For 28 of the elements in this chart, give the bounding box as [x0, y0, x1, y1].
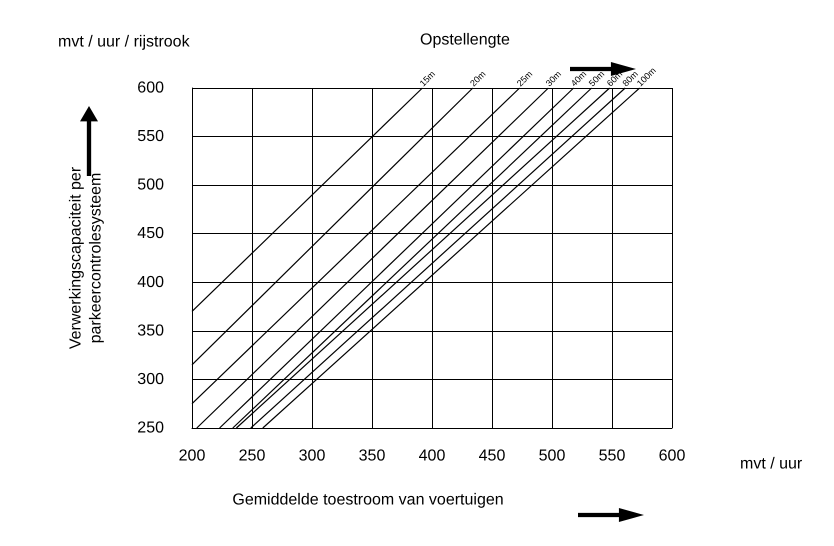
y-tick-label: 550: [137, 128, 164, 146]
x-tick-label: 200: [178, 448, 206, 464]
text: 30m: [544, 68, 564, 88]
text: 15m: [418, 68, 438, 88]
y-tick-label: 250: [137, 420, 164, 436]
x-axis-title: Gemiddelde toestroom van voertuigen: [232, 492, 504, 508]
y-axis-title: Verwerkingscapaciteit per parkeercontrolesysteem: [68, 166, 104, 350]
x-tick-label: 500: [538, 448, 566, 464]
y-tick-label: 600: [137, 80, 164, 96]
x-tick-label: 250: [238, 448, 266, 464]
y-tick-label: 450: [137, 225, 164, 242]
text: 50m: [586, 68, 606, 88]
text: 40m: [568, 68, 588, 88]
y-tick-label: 500: [137, 176, 164, 194]
y-tick-label: 300: [137, 370, 164, 388]
text: mvt / uur: [740, 456, 803, 472]
y-tick-label: 400: [137, 274, 164, 291]
x-tick-label: 450: [478, 448, 506, 464]
text: Opstellengte: [420, 32, 510, 48]
y-tick-label: 350: [137, 322, 164, 340]
x-tick-label: 300: [298, 448, 326, 464]
x-tick-label: 350: [358, 448, 386, 464]
x-tick-label: 550: [598, 448, 626, 464]
text: 25m: [514, 68, 534, 88]
text: mvt / uur / rijstrook: [58, 34, 191, 50]
x-tick-label: 400: [418, 448, 446, 464]
text: 20m: [468, 68, 488, 88]
x-tick-label: 600: [658, 448, 686, 464]
